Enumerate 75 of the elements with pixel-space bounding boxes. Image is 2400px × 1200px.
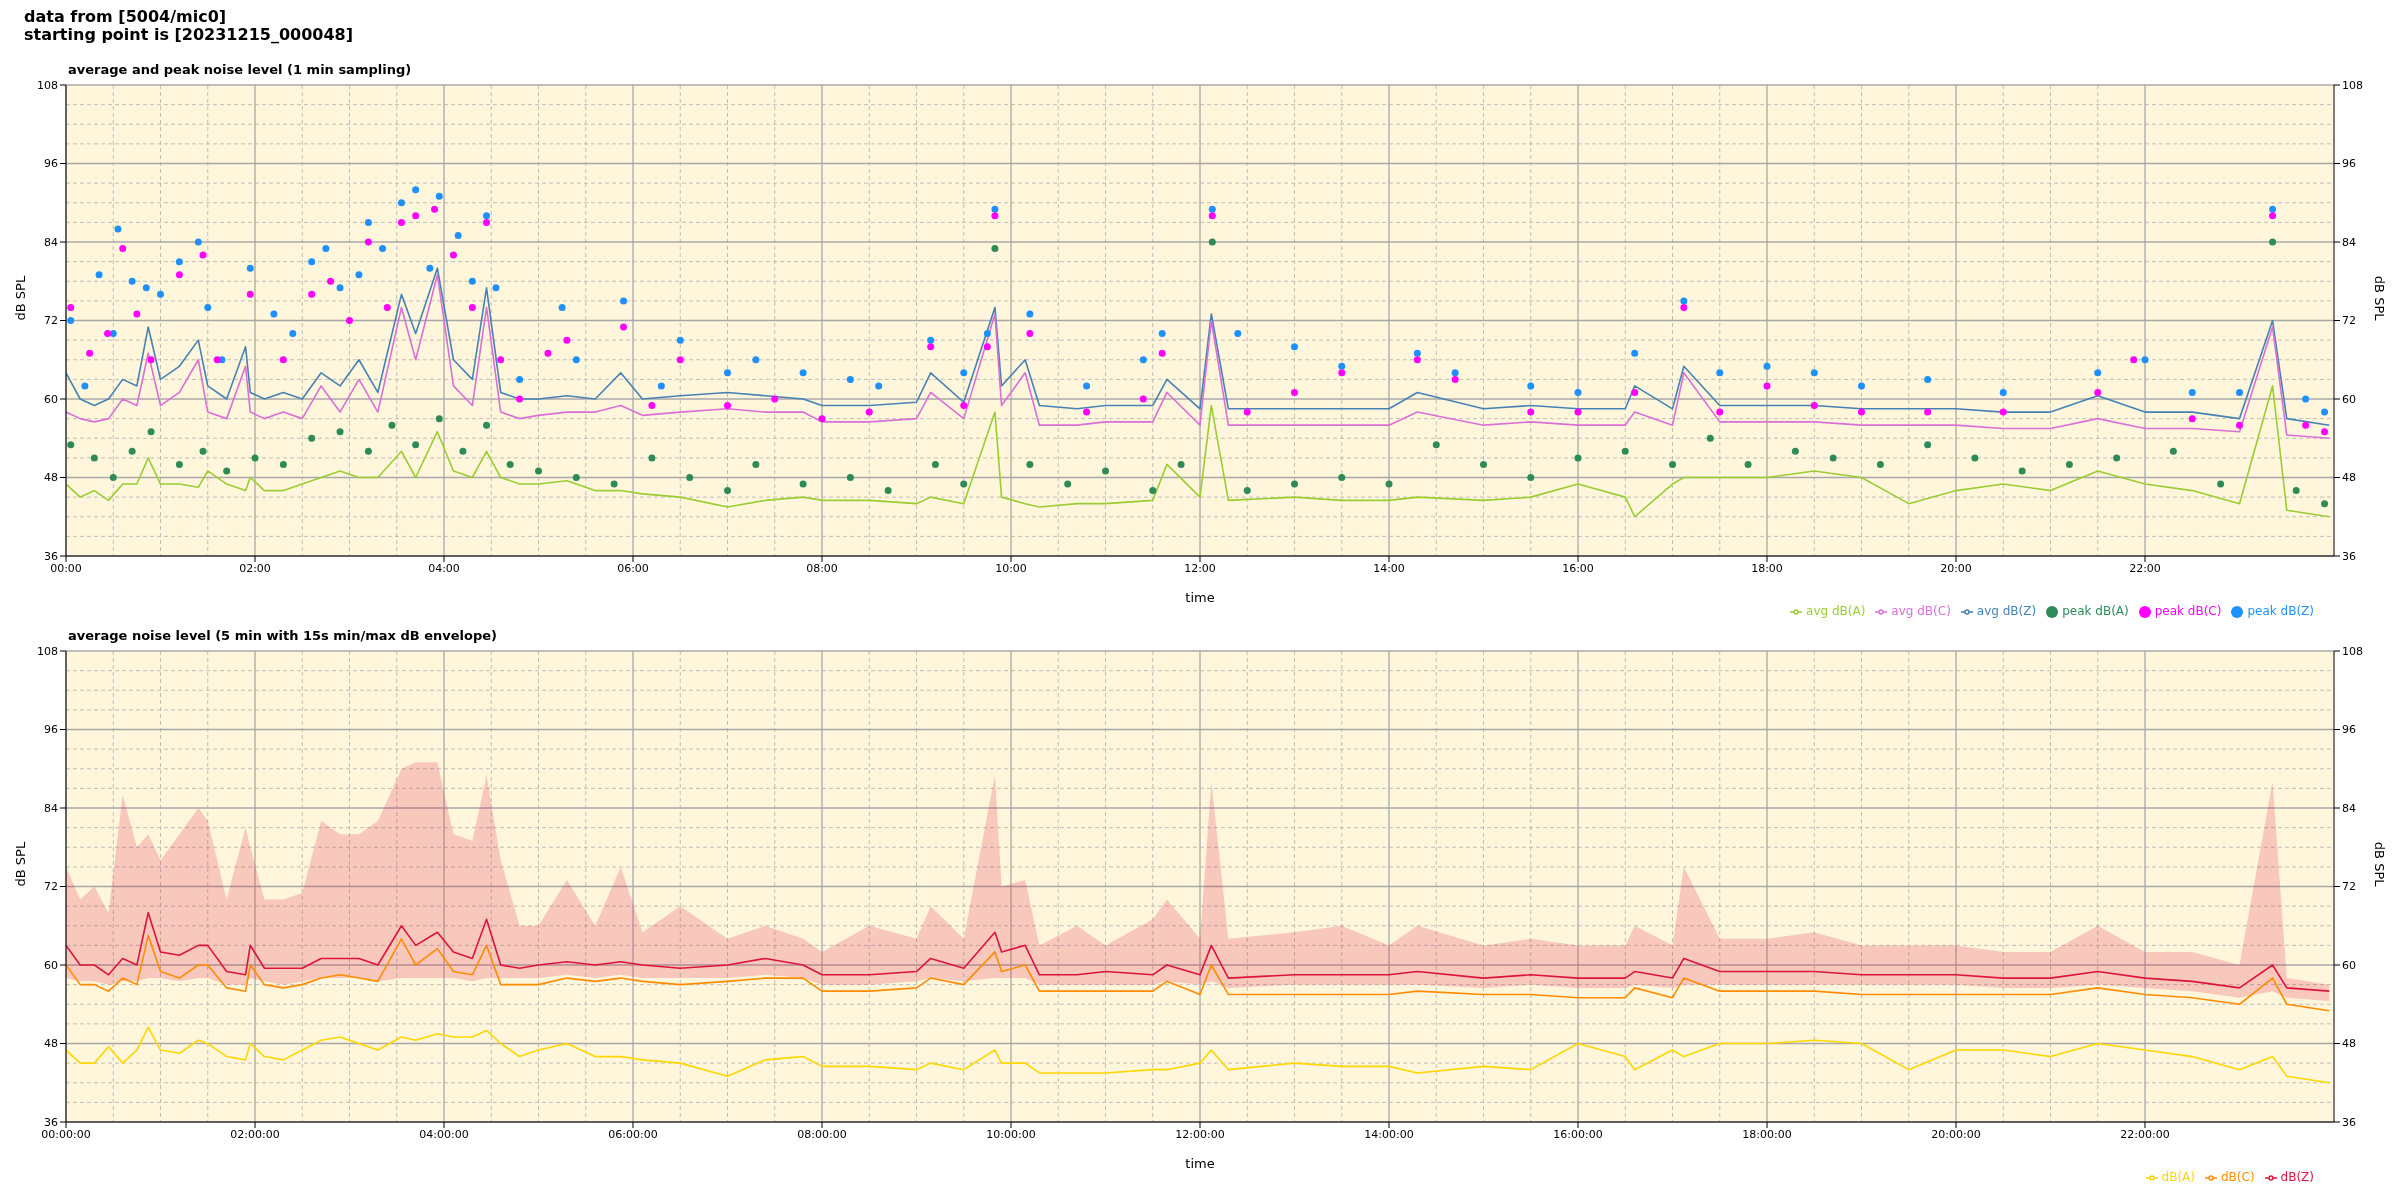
x-tick-label: 08:00 — [806, 561, 838, 575]
x-tick-label: 12:00 — [1184, 561, 1216, 575]
x-tick-label: 16:00 — [1562, 561, 1594, 575]
x-tick-label: 10:00:00 — [986, 1127, 1036, 1141]
y2-tick-label: 60 — [2342, 958, 2356, 972]
y2-axis-title: dB SPL — [2372, 275, 2388, 322]
y2-tick-label: 84 — [2342, 801, 2356, 815]
y2-tick-label: 96 — [2342, 157, 2356, 171]
x-tick-label: 00:00:00 — [41, 1127, 91, 1141]
y-axis-title: dB SPL — [12, 841, 28, 887]
y-tick-label: 48 — [44, 1037, 58, 1051]
y-tick-label: 36 — [44, 1115, 58, 1129]
legend-label: avg dB(C) — [1891, 604, 1951, 618]
text: starting point is [20231215_000048] — [24, 25, 354, 44]
line-series — [66, 385, 2331, 518]
x-tick-label: 08:00:00 — [797, 1127, 847, 1141]
y-tick-label: 84 — [44, 801, 58, 815]
y-tick-label: 108 — [37, 644, 58, 658]
x-tick-label: 02:00 — [239, 561, 271, 575]
line-series — [66, 911, 2331, 992]
x-tick-label: 18:00 — [1751, 561, 1783, 575]
x-tick-label: 18:00:00 — [1742, 1127, 1792, 1141]
y2-tick-label: 84 — [2342, 235, 2356, 249]
x-tick-label: 04:00:00 — [419, 1127, 469, 1141]
x-tick-label: 12:00:00 — [1175, 1127, 1225, 1141]
x-tick-label: 10:00 — [995, 561, 1027, 575]
y-tick-label: 96 — [44, 157, 58, 171]
legend-label: dB(A) — [2161, 1170, 2195, 1184]
y2-tick-label: 36 — [2342, 1115, 2356, 1129]
y-tick-label: 72 — [44, 880, 58, 894]
x-tick-label: 20:00:00 — [1931, 1127, 1981, 1141]
y2-axis-title: dB SPL — [2372, 841, 2388, 888]
legend-label: avg dB(Z) — [1976, 604, 2037, 618]
y2-tick-label: 96 — [2342, 723, 2356, 737]
y-tick-label: 60 — [44, 392, 58, 406]
x-tick-label: 16:00:00 — [1553, 1127, 1603, 1141]
y2-tick-label: 108 — [2342, 78, 2363, 92]
y2-tick-label: 72 — [2342, 314, 2356, 328]
chart-title: average and peak noise level (1 min sampling) — [68, 62, 413, 77]
legend-label: dB(Z) — [2280, 1170, 2314, 1184]
y-axis-title: dB SPL — [12, 275, 28, 321]
y2-tick-label: 48 — [2342, 471, 2356, 485]
legend-label: avg dB(A) — [1806, 604, 1866, 618]
y2-tick-label: 72 — [2342, 880, 2356, 894]
y-tick-label: 108 — [37, 78, 58, 92]
legend-label: peak dB(Z) — [2247, 604, 2314, 618]
y2-tick-label: 108 — [2342, 644, 2363, 658]
legend-label: peak dB(C) — [2154, 604, 2222, 618]
y-tick-label: 48 — [44, 471, 58, 485]
legend-label: dB(C) — [2220, 1170, 2255, 1184]
y-tick-label: 36 — [44, 549, 58, 563]
legend-label: peak dB(A) — [2062, 604, 2129, 618]
text: data from [5004/mic0] — [24, 7, 228, 26]
line-series — [66, 934, 2331, 1012]
x-tick-label: 14:00 — [1373, 561, 1405, 575]
y2-tick-label: 60 — [2342, 392, 2356, 406]
x-tick-label: 04:00 — [428, 561, 460, 575]
y2-tick-label: 48 — [2342, 1037, 2356, 1051]
x-axis-title: time — [1185, 1156, 1215, 1171]
x-tick-label: 06:00:00 — [608, 1127, 658, 1141]
y-tick-label: 84 — [44, 235, 58, 249]
x-tick-label: 20:00 — [1940, 561, 1972, 575]
y2-tick-label: 36 — [2342, 549, 2356, 563]
x-axis-title: time — [1185, 590, 1215, 605]
x-tick-label: 06:00 — [617, 561, 649, 575]
y-tick-label: 72 — [44, 314, 58, 328]
y-tick-label: 96 — [44, 723, 58, 737]
x-tick-label: 22:00 — [2129, 561, 2161, 575]
x-tick-label: 14:00:00 — [1364, 1127, 1414, 1141]
x-tick-label: 00:00 — [50, 561, 82, 575]
x-tick-label: 02:00:00 — [230, 1127, 280, 1141]
chart-title: average noise level (5 min with 15s min/max dB envelope) — [68, 628, 499, 643]
line-series — [66, 1026, 2331, 1084]
y-tick-label: 60 — [44, 958, 58, 972]
x-tick-label: 22:00:00 — [2120, 1127, 2170, 1141]
